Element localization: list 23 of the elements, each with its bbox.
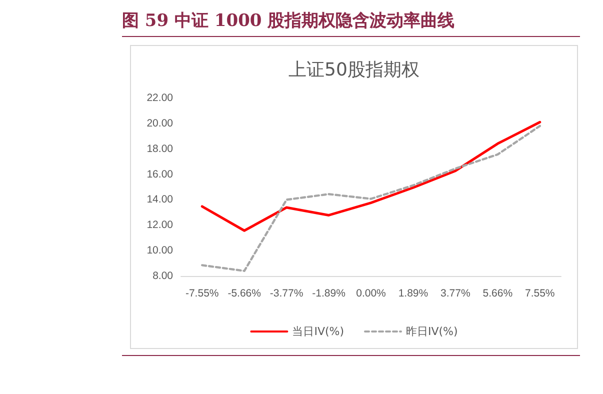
- x-tick-label: 3.77%: [440, 288, 470, 300]
- legend-label: 昨日IV(%): [406, 325, 458, 338]
- line-series: [200, 120, 542, 232]
- chart-subtitle: 上证50股指期权: [288, 60, 420, 80]
- y-tick-label: 10.00: [146, 244, 174, 257]
- legend-label: 当日IV(%): [292, 325, 344, 338]
- y-tick-label: 20.00: [146, 117, 174, 130]
- y-tick-label: 22.00: [146, 92, 174, 104]
- y-tick-label: 16.00: [146, 168, 174, 180]
- y-tick-label: 12.00: [146, 219, 174, 232]
- y-tick-label: 18.00: [146, 142, 174, 155]
- x-tick-label: 1.89%: [398, 288, 428, 300]
- chart-title: 图 59 中证 1000 股指期权隐含波动率曲线: [122, 6, 580, 37]
- x-tick-label: -3.77%: [270, 288, 304, 300]
- x-tick-label: 7.55%: [525, 288, 555, 300]
- x-tick-label: -7.55%: [185, 288, 219, 300]
- x-tick-label: 0.00%: [356, 288, 386, 300]
- x-tick-label: -1.89%: [312, 288, 346, 300]
- x-tick-label: -5.66%: [228, 288, 261, 300]
- x-tick-label: 5.66%: [482, 288, 513, 300]
- y-tick-label: 8.00: [152, 270, 174, 282]
- y-tick-label: 14.00: [146, 194, 174, 206]
- line-series: [201, 124, 541, 272]
